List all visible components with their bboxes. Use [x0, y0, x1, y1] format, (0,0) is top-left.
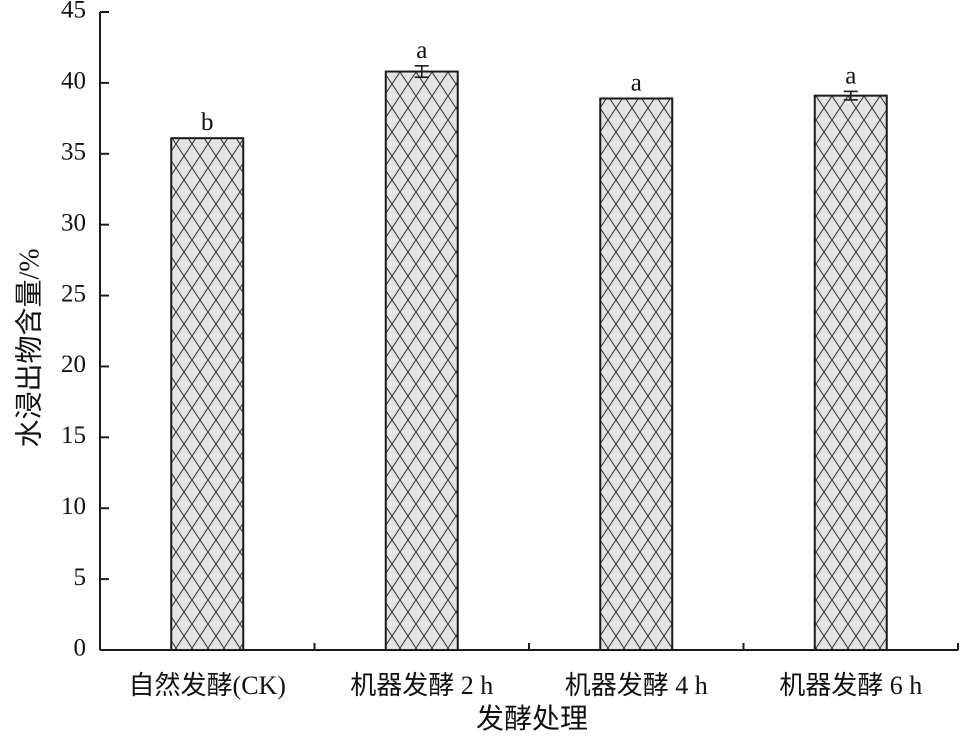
y-tick-label: 0 [74, 635, 87, 662]
y-tick-label: 40 [61, 68, 86, 95]
x-category-label: 自然发酵(CK) [129, 671, 286, 700]
y-tick-label: 15 [61, 422, 86, 449]
y-tick-label: 35 [61, 139, 86, 166]
y-tick-label: 10 [61, 493, 86, 520]
bar [170, 137, 245, 651]
bar [813, 94, 888, 652]
y-tick-label: 5 [74, 564, 87, 591]
y-tick-label: 45 [61, 0, 86, 24]
significance-label: b [201, 109, 214, 136]
y-tick-label: 30 [61, 209, 86, 236]
x-category-label: 机器发酵 6 h [779, 671, 922, 700]
bar [599, 97, 674, 652]
y-axis-title: 水浸出物含量/% [13, 248, 45, 447]
significance-label: a [416, 37, 427, 64]
significance-label: a [631, 69, 642, 96]
y-tick-label: 25 [61, 280, 86, 307]
x-axis-title: 发酵处理 [476, 703, 588, 735]
x-category-label: 机器发酵 4 h [565, 671, 708, 700]
significance-label: a [845, 62, 856, 89]
y-tick-label: 20 [61, 351, 86, 378]
bar [384, 70, 459, 651]
x-category-label: 机器发酵 2 h [350, 671, 493, 700]
